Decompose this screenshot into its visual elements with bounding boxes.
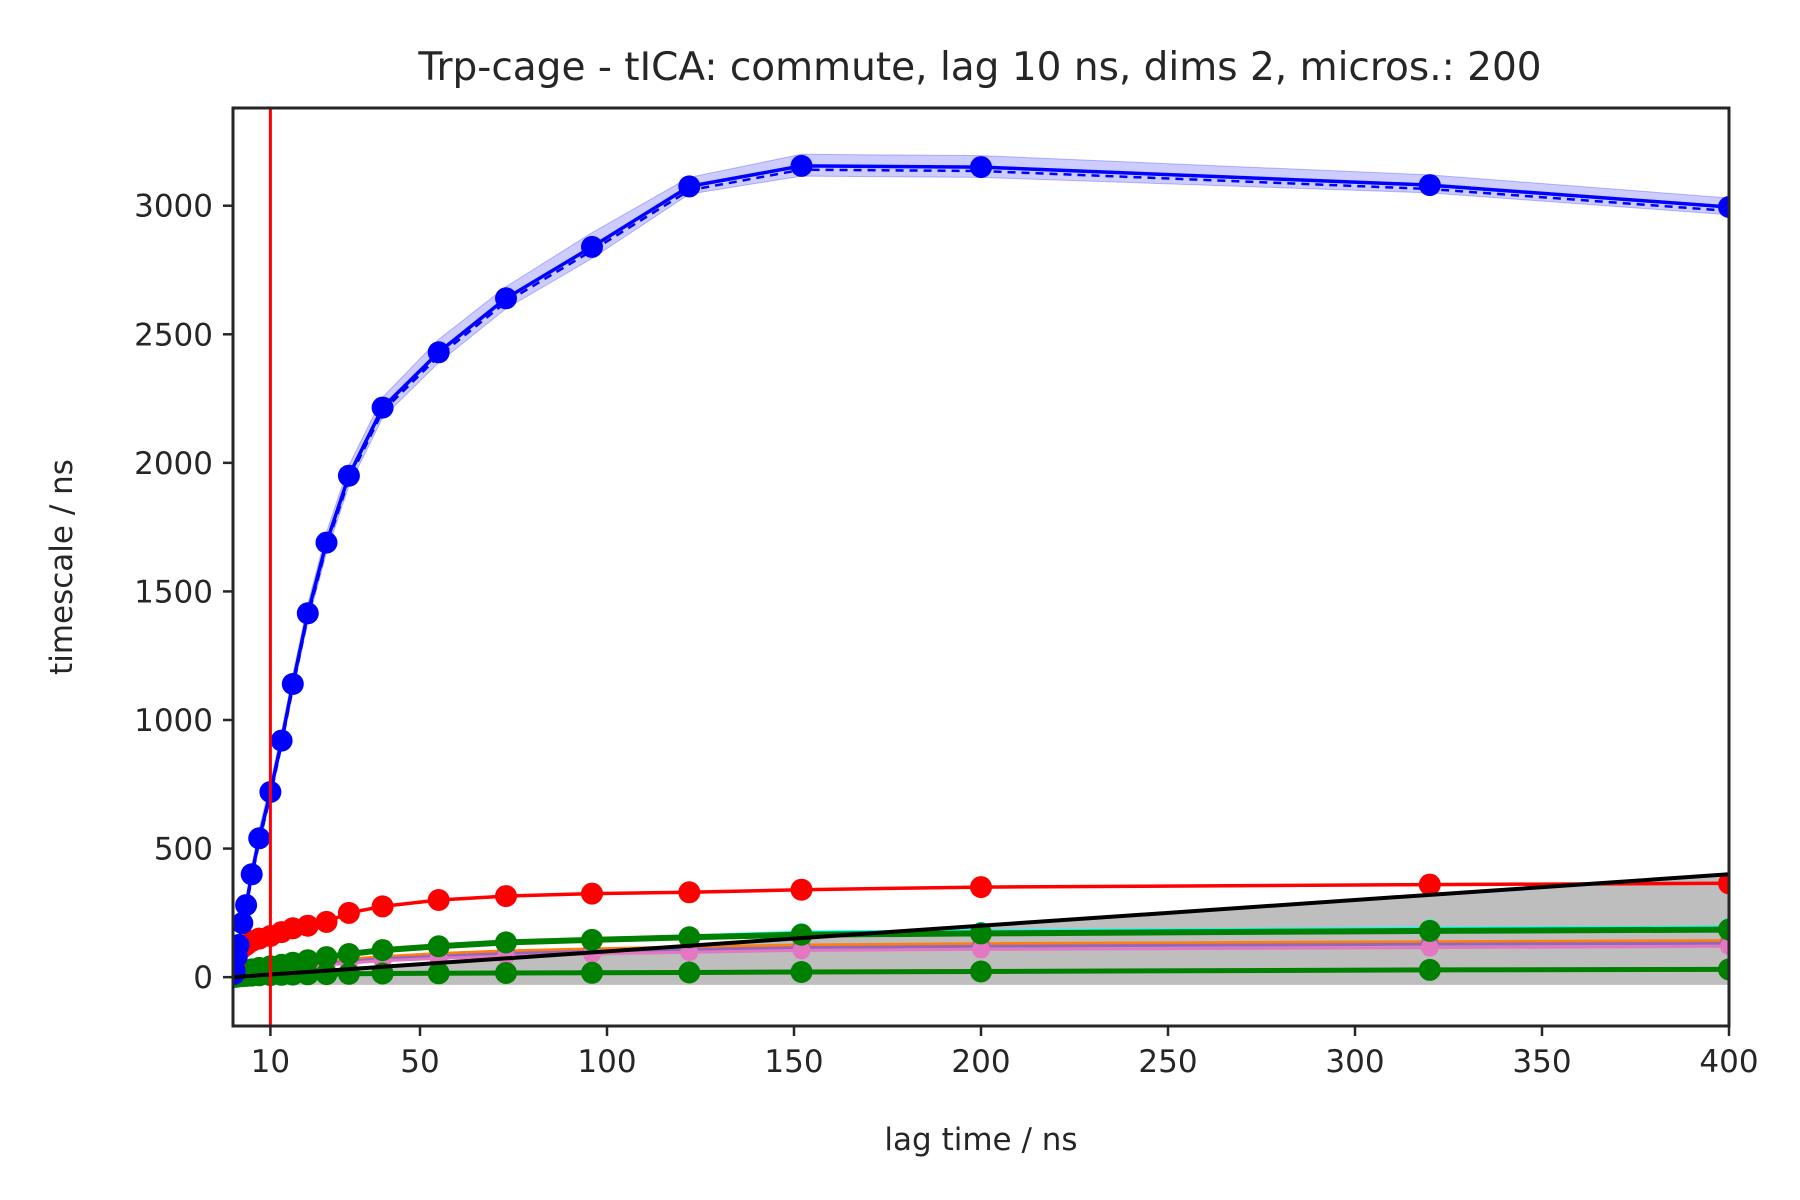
series-0-point-14 <box>371 396 394 419</box>
series-6-point-13 <box>337 943 360 965</box>
series-5-point-19 <box>792 941 811 960</box>
series-6-point-12 <box>315 946 338 969</box>
x-tick-label-250: 250 <box>1138 1044 1197 1080</box>
series-7-point-16 <box>495 962 517 984</box>
y-tick-label-1500: 1500 <box>134 574 213 610</box>
x-axis-label: lag time / ns <box>884 1122 1077 1158</box>
series-0-point-15 <box>427 341 450 364</box>
series-0-point-17 <box>581 235 603 258</box>
series-6-point-17 <box>581 928 603 951</box>
series-5-point-22 <box>1720 937 1729 956</box>
y-tick-label-0: 0 <box>193 960 213 996</box>
series-6-point-22 <box>1718 918 1729 941</box>
series-1-point-11 <box>296 914 319 937</box>
series-1-point-20 <box>970 876 992 899</box>
series-1-point-14 <box>371 895 394 918</box>
series-1-point-18 <box>678 881 701 904</box>
series-7-point-21 <box>1418 958 1441 981</box>
series-0-point-18 <box>678 175 701 198</box>
x-tick-label-100: 100 <box>577 1044 636 1080</box>
x-tick-label-400: 400 <box>1699 1044 1758 1080</box>
series-0-point-16 <box>495 287 517 310</box>
series-0-point-7 <box>248 827 271 850</box>
x-tick-label-200: 200 <box>951 1044 1010 1080</box>
series-1-point-12 <box>315 910 338 933</box>
series-0-point-13 <box>337 464 360 487</box>
reference-line <box>233 872 1729 980</box>
y-tick-label-2500: 2500 <box>134 317 213 353</box>
series-7-point-18 <box>678 961 701 984</box>
series-5-point-21 <box>1420 938 1439 957</box>
series-0-point-4 <box>233 912 254 935</box>
series-0-point-12 <box>315 531 338 554</box>
series-6-point-21 <box>1418 919 1441 942</box>
series-0-point-11 <box>296 602 319 625</box>
chart-title: Trp-cage - tICA: commute, lag 10 ns, dim… <box>417 45 1541 90</box>
series-1-point-22 <box>1718 872 1729 895</box>
y-tick-label-2000: 2000 <box>134 446 213 482</box>
series-0-point-6 <box>240 863 263 886</box>
series-7-point-11 <box>296 963 319 986</box>
x-tick-label-150: 150 <box>764 1044 823 1080</box>
series-0-band <box>233 153 1729 977</box>
series-7-point-15 <box>427 962 450 985</box>
x-tick-label-10: 10 <box>251 1044 290 1080</box>
y-tick-label-500: 500 <box>154 832 213 868</box>
series-7-point-19 <box>790 961 813 983</box>
x-tick-label-300: 300 <box>1325 1044 1384 1080</box>
y-tick-label-3000: 3000 <box>134 189 213 225</box>
series-0-point-10 <box>281 673 304 695</box>
series-1-point-16 <box>495 885 517 908</box>
x-tick-label-50: 50 <box>400 1044 439 1080</box>
series-0-point-20 <box>970 156 992 179</box>
series-6-point-15 <box>427 935 450 958</box>
series-0-dashed-line <box>233 168 1729 979</box>
series-0-point-22 <box>1718 196 1729 218</box>
series-6-point-14 <box>371 939 394 962</box>
x-tick-label-350: 350 <box>1512 1044 1571 1080</box>
series-7-point-22 <box>1718 958 1729 981</box>
series-6-point-19 <box>790 923 813 946</box>
series-0-point-21 <box>1418 174 1441 197</box>
series-7-point-20 <box>970 960 992 983</box>
series-5-point-20 <box>972 940 990 959</box>
series-7-point-12 <box>315 963 338 986</box>
plot-area <box>233 108 1729 1026</box>
series-0-line <box>233 164 1729 975</box>
series-0-point-5 <box>235 894 258 917</box>
y-axis-label: timescale / ns <box>44 459 80 675</box>
series-1-point-19 <box>790 878 813 901</box>
axes: 10 50 100 150 200 250 300 350 400 0 500 1000 1500 200… <box>134 106 1759 1080</box>
series-0-point-3 <box>233 934 250 956</box>
series-0-point-9 <box>270 729 293 752</box>
series-0 <box>233 153 1729 986</box>
series-7-point-17 <box>581 961 603 984</box>
series-6-point-18 <box>678 926 701 949</box>
series-1-point-15 <box>427 889 450 911</box>
y-tick-label-1000: 1000 <box>134 703 213 739</box>
series-1-point-17 <box>581 882 603 905</box>
series-1-point-13 <box>337 901 360 924</box>
series-1-point-21 <box>1418 873 1441 896</box>
series-0-point-19 <box>790 154 813 177</box>
series-7-point-13 <box>337 962 360 985</box>
series-6-point-16 <box>495 931 517 954</box>
